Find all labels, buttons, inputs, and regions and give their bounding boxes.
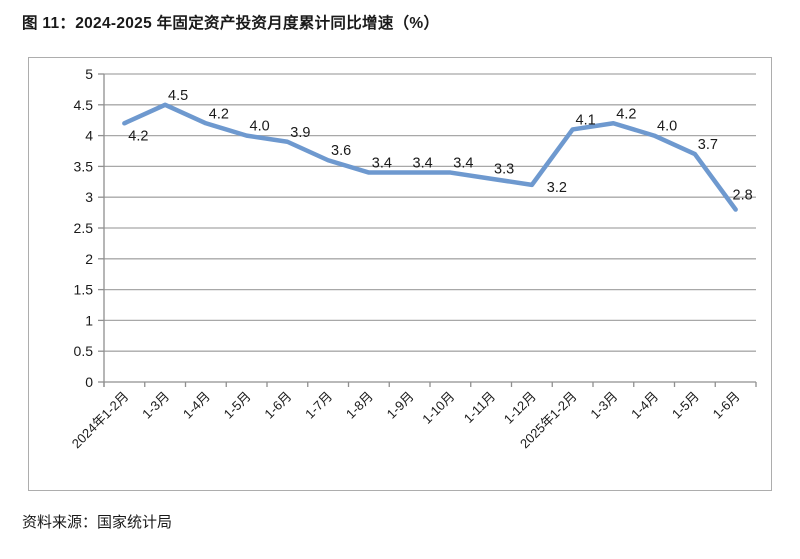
svg-text:0.5: 0.5	[74, 343, 94, 359]
svg-text:1: 1	[85, 312, 93, 328]
svg-text:3.9: 3.9	[290, 125, 310, 141]
y-axis-labels: 0 0.5 1 1.5 2 2.5 3 3.5 4 4.5 5	[74, 66, 94, 390]
svg-text:4.1: 4.1	[576, 112, 596, 128]
data-line	[122, 102, 738, 212]
svg-text:1-10月: 1-10月	[419, 389, 457, 427]
svg-text:1-7月: 1-7月	[302, 389, 335, 422]
svg-text:5: 5	[85, 66, 93, 82]
x-axis-labels: 2024年1-2月 1-3月 1-4月 1-5月 1-6月 1-7月 1-8月 1-9月 1-1…	[69, 389, 743, 452]
svg-text:1-3月: 1-3月	[139, 389, 172, 422]
svg-text:1-4月: 1-4月	[180, 389, 213, 422]
svg-text:1.5: 1.5	[74, 282, 94, 298]
svg-text:3.4: 3.4	[413, 156, 433, 172]
svg-text:1-11月: 1-11月	[461, 389, 499, 427]
svg-text:1-3月: 1-3月	[587, 389, 620, 422]
svg-text:1-9月: 1-9月	[384, 389, 417, 422]
svg-text:3: 3	[85, 189, 93, 205]
svg-text:4.0: 4.0	[250, 119, 270, 135]
source-note: 资料来源：国家统计局	[22, 514, 173, 531]
svg-text:4.0: 4.0	[657, 119, 677, 135]
svg-text:4.2: 4.2	[616, 106, 636, 122]
svg-text:1-6月: 1-6月	[261, 389, 294, 422]
svg-text:2024年1-2月: 2024年1-2月	[69, 389, 132, 452]
svg-text:1-4月: 1-4月	[628, 389, 661, 422]
svg-text:4.2: 4.2	[128, 128, 148, 144]
data-labels: 4.2 4.5 4.2 4.0 3.9 3.6 3.4 3.4 3.4 3.3 3.2 4.1 4.2 4…	[128, 88, 752, 204]
svg-text:3.7: 3.7	[698, 137, 718, 153]
svg-text:3.6: 3.6	[331, 143, 351, 159]
svg-text:4.5: 4.5	[168, 88, 188, 104]
gridlines	[104, 73, 756, 352]
svg-text:3.2: 3.2	[547, 180, 567, 196]
svg-text:1-8月: 1-8月	[343, 389, 376, 422]
svg-text:1-5月: 1-5月	[669, 389, 702, 422]
svg-text:4.5: 4.5	[74, 97, 94, 113]
svg-text:3.4: 3.4	[453, 156, 473, 172]
svg-text:1-6月: 1-6月	[710, 389, 743, 422]
svg-text:2.8: 2.8	[733, 188, 753, 204]
svg-text:2: 2	[85, 251, 93, 267]
svg-text:3.3: 3.3	[494, 162, 514, 178]
figure-title: 图 11：2024-2025 年固定资产投资月度累计同比增速（%）	[22, 15, 440, 32]
svg-text:4: 4	[85, 128, 93, 144]
svg-text:2.5: 2.5	[74, 220, 94, 236]
svg-text:1-5月: 1-5月	[221, 389, 254, 422]
svg-text:1-12月: 1-12月	[501, 389, 539, 427]
svg-text:3.4: 3.4	[372, 156, 392, 172]
svg-text:3.5: 3.5	[74, 158, 94, 174]
axes	[98, 73, 757, 387]
svg-text:0: 0	[85, 374, 93, 390]
chart-frame: 0 0.5 1 1.5 2 2.5 3 3.5 4 4.5 5 2024年1-2月 1-3月 1-4月 1-…	[28, 57, 772, 491]
svg-text:4.2: 4.2	[209, 106, 229, 122]
